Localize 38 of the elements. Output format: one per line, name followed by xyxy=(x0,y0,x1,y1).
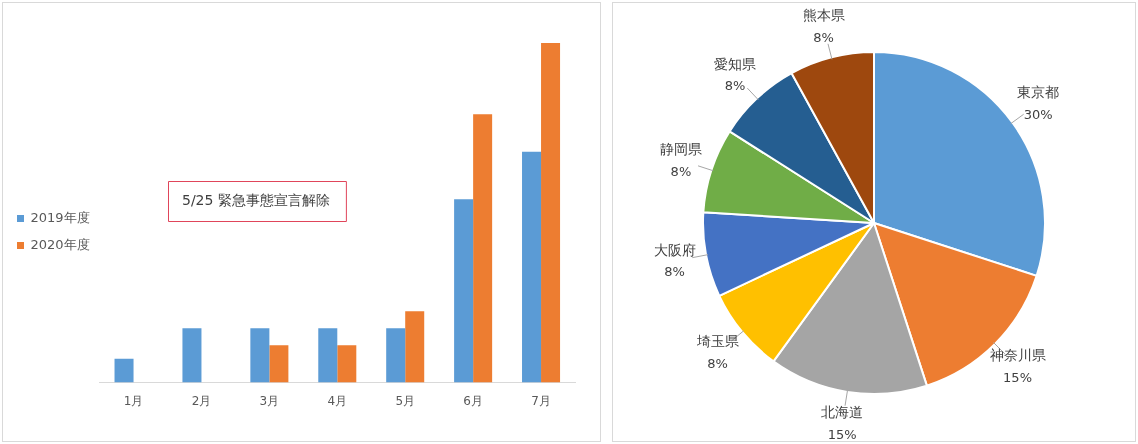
bar xyxy=(473,114,493,383)
annotation: 5/25 緊急事態宣言解除 xyxy=(182,191,330,208)
bar xyxy=(541,43,561,383)
slice-label: 大阪府 xyxy=(653,241,696,258)
bar xyxy=(182,328,202,383)
legend-label: 2019年度 xyxy=(30,209,90,225)
data-label: 30% xyxy=(1023,107,1053,123)
bar xyxy=(522,151,542,383)
x-tick-label: 6月 xyxy=(463,393,483,408)
slice-label: 熊本県 xyxy=(802,7,845,24)
bar xyxy=(114,358,134,383)
bar xyxy=(337,345,357,383)
slice-label: 埼玉県 xyxy=(695,333,739,350)
data-label: 8% xyxy=(670,163,692,179)
bar xyxy=(386,328,406,383)
slice-label: 静岡県 xyxy=(659,140,702,157)
x-tick-label: 4月 xyxy=(327,393,348,408)
slice-label: 神奈川県 xyxy=(989,347,1046,364)
bar xyxy=(250,328,270,383)
bar xyxy=(454,199,474,383)
x-tick-label: 5月 xyxy=(395,393,416,408)
data-label: 15% xyxy=(827,426,857,442)
data-label: 8% xyxy=(664,264,685,280)
data-label: 8% xyxy=(724,78,746,94)
data-label: 15% xyxy=(1003,369,1032,385)
slice-label: 愛知県 xyxy=(714,55,757,72)
data-label: 8% xyxy=(813,29,834,45)
slice-label: 北海道 xyxy=(821,404,864,421)
slice-label: 東京都 xyxy=(1017,84,1060,101)
x-tick-label: 1月 xyxy=(123,393,144,408)
legend-label: 2020年度 xyxy=(30,236,90,252)
x-tick-label: 7月 xyxy=(531,393,551,408)
data-label: 8% xyxy=(707,355,728,371)
x-tick-label: 3月 xyxy=(259,393,280,408)
x-tick-label: 2月 xyxy=(191,393,212,408)
bar xyxy=(405,311,425,383)
bar xyxy=(269,345,289,383)
bar xyxy=(318,328,338,383)
